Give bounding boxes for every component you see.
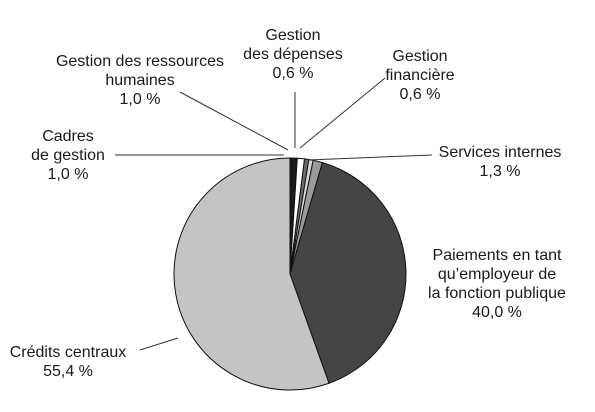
slice-percentage: 55,4 % (43, 363, 93, 380)
slice-name: Cadres (42, 128, 94, 145)
slice-label: Services internes 1,3 % (439, 144, 562, 180)
slice-label: Paiements en tant qu’employeur de la fonct… (428, 247, 566, 321)
slice-percentage: 0,6 % (273, 65, 314, 82)
leader-line (139, 337, 179, 351)
leader-line (299, 77, 386, 149)
slice-label: Gestion des ressources humaines 1,0 % (56, 53, 224, 108)
slice-name: Gestion (265, 27, 320, 44)
leader-line (307, 154, 433, 161)
slice-name: Services internes (439, 144, 562, 161)
slice-name: qu’employeur de (438, 266, 556, 283)
pie-slice (289, 161, 407, 384)
slice-percentage: 1,0 % (120, 91, 161, 108)
slice-percentage: 40,0 % (472, 304, 522, 321)
slice-percentage: 1,0 % (48, 166, 89, 183)
pie-slice (173, 157, 330, 391)
slice-name: Gestion (392, 48, 447, 65)
slice-name: la fonction publique (428, 285, 566, 302)
slice-percentage: 1,3 % (480, 163, 521, 180)
slice-label: Gestion financière 0,6 % (385, 48, 454, 103)
slice-name: des dépenses (243, 46, 343, 63)
slice-label: Cadres de gestion 1,0 % (31, 128, 105, 183)
slice-name: de gestion (31, 147, 105, 164)
slice-name: humaines (105, 72, 174, 89)
slice-label: Gestion des dépenses 0,6 % (243, 27, 343, 82)
slice-name: financière (385, 67, 454, 84)
slice-name: Paiements en tant (433, 247, 563, 264)
slice-labels: Cadres de gestion 1,0 %Gestion des ressour… (10, 27, 566, 380)
leader-lines (115, 77, 433, 351)
slice-percentage: 0,6 % (400, 86, 441, 103)
slice-name: Gestion des ressources (56, 53, 224, 70)
slice-name: Crédits centraux (10, 344, 127, 361)
slice-label: Crédits centraux 55,4 % (10, 344, 127, 380)
leader-line (179, 91, 289, 151)
pie-slices (173, 157, 407, 391)
